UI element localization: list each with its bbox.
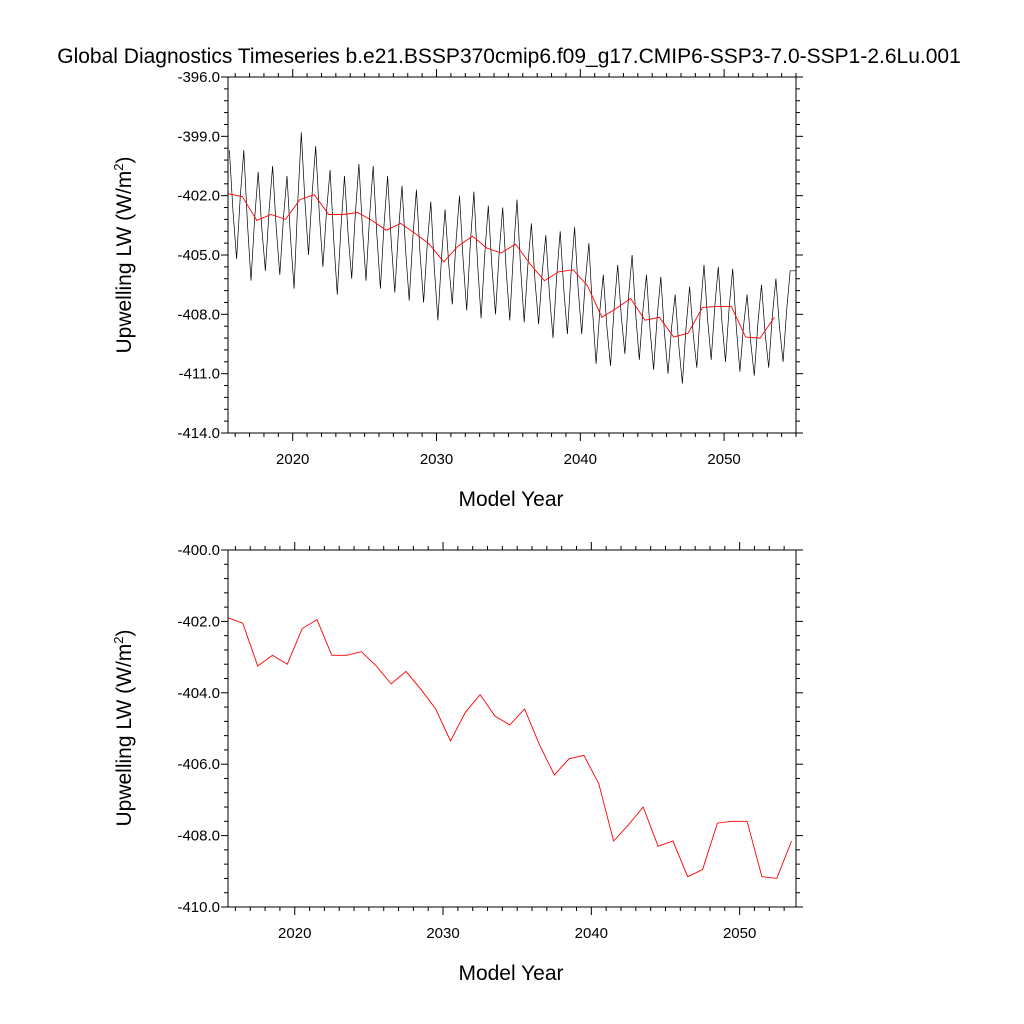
y-tick-label: -399.0 <box>177 128 220 145</box>
y-tick-label: -396.0 <box>177 69 220 86</box>
y-tick-label: -402.0 <box>177 613 220 630</box>
y-tick-label: -414.0 <box>177 425 220 442</box>
y-axis-label: Upwelling LW (W/m2) <box>111 156 136 353</box>
x-tick-label: 2020 <box>278 925 311 942</box>
x-axis-label: Model Year <box>458 488 563 511</box>
x-axis-ticks: 2020 2030 2040 2050 <box>234 69 797 468</box>
bottom-panel: -410.0 -408.0 -406.0 -404.0 -402.0 -400.0 202… <box>111 542 803 985</box>
x-tick-label: 2030 <box>426 925 459 942</box>
x-tick-label: 2020 <box>276 451 309 468</box>
y-axis-label-text: Upwelling LW (W/m <box>113 644 136 827</box>
y-tick-label: -406.0 <box>177 756 220 773</box>
x-axis-label: Model Year <box>458 962 563 985</box>
y-tick-label: -408.0 <box>177 306 220 323</box>
annual-mean-line <box>227 193 775 339</box>
top-panel: -414.0 -411.0 -408.0 -405.0 -402.0 -399.0 -396… <box>111 69 803 511</box>
top-plot-frame <box>227 76 797 434</box>
y-tick-label: -404.0 <box>177 685 220 702</box>
y-axis-label-superscript: 2 <box>111 163 126 170</box>
chart-title: Global Diagnostics Timeseries b.e21.BSSP… <box>57 45 961 68</box>
bottom-plot-frame <box>227 549 797 908</box>
annual-series-layer <box>227 617 793 879</box>
x-tick-label: 2040 <box>564 451 597 468</box>
annual-series-layer <box>227 193 775 339</box>
x-axis-ticks: 2020 2030 2040 2050 <box>234 542 785 942</box>
monthly-series-layer <box>229 132 796 384</box>
y-axis-label-close: ) <box>113 156 136 163</box>
y-tick-label: -410.0 <box>177 899 220 916</box>
y-axis-ticks: -410.0 -408.0 -406.0 -404.0 -402.0 -400.0 <box>177 542 803 916</box>
x-tick-label: 2040 <box>575 925 608 942</box>
y-axis-label: Upwelling LW (W/m2) <box>111 629 136 826</box>
x-tick-label: 2050 <box>723 925 756 942</box>
y-axis-label-close: ) <box>113 629 136 636</box>
y-axis-label-text: Upwelling LW (W/m <box>113 171 136 354</box>
annual-mean-line <box>227 617 793 879</box>
y-tick-label: -405.0 <box>177 247 220 264</box>
y-tick-label: -411.0 <box>179 366 220 383</box>
y-axis-label-superscript: 2 <box>111 636 126 643</box>
x-tick-label: 2050 <box>707 451 740 468</box>
y-tick-label: -402.0 <box>177 188 220 205</box>
monthly-series-line <box>229 132 796 384</box>
y-axis-ticks: -414.0 -411.0 -408.0 -405.0 -402.0 -399.0 -396… <box>177 69 803 442</box>
y-tick-label: -408.0 <box>177 828 220 845</box>
y-tick-label: -400.0 <box>177 542 220 559</box>
x-tick-label: 2030 <box>420 451 453 468</box>
